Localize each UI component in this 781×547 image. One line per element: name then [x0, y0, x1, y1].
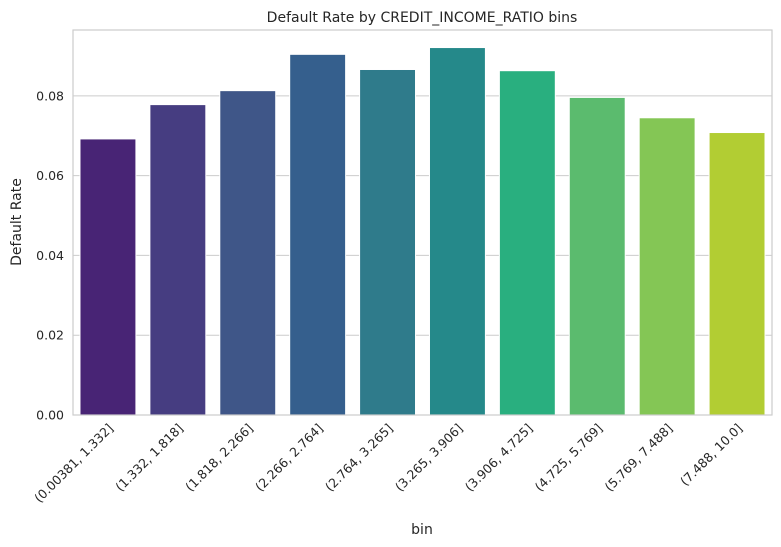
x-tick-label: (5.769, 7.488]	[602, 421, 676, 495]
bar	[149, 104, 207, 416]
bar	[638, 117, 696, 416]
x-tick-label: (3.906, 4.725]	[462, 421, 536, 495]
y-axis-label: Default Rate	[9, 178, 25, 266]
x-tick-label: (1.818, 2.266]	[182, 421, 256, 495]
x-tick-label: (2.764, 3.265]	[322, 421, 396, 495]
x-tick-label: (4.725, 5.769]	[532, 421, 606, 495]
x-tick-label: (3.265, 3.906]	[392, 421, 466, 495]
y-tick-label: 0.06	[36, 168, 64, 183]
y-tick-label: 0.00	[36, 408, 64, 423]
bar	[428, 47, 486, 416]
x-axis-label: bin	[411, 522, 433, 538]
y-tick-labels: 0.00 0.02 0.04 0.06 0.08	[36, 88, 64, 422]
bar	[498, 70, 556, 416]
bar	[568, 96, 626, 416]
y-tick-label: 0.08	[36, 88, 64, 103]
x-tick-label: (7.488, 10.0]	[677, 421, 745, 489]
y-tick-label: 0.02	[36, 328, 64, 343]
bar	[708, 132, 766, 416]
y-tick-label: 0.04	[36, 248, 64, 263]
bar	[289, 53, 347, 416]
x-tick-label: (1.332, 1.818]	[112, 421, 186, 495]
bar	[359, 68, 417, 416]
bar	[79, 138, 137, 416]
bars	[79, 47, 766, 416]
bar	[219, 90, 277, 416]
x-tick-label: (0.00381, 1.332]	[31, 421, 116, 506]
x-tick-label: (2.266, 2.764]	[252, 421, 326, 495]
chart-title: Default Rate by CREDIT_INCOME_RATIO bins	[267, 10, 578, 26]
x-tick-labels: (0.00381, 1.332](1.332, 1.818](1.818, 2.…	[31, 421, 745, 506]
plot-frame	[72, 29, 773, 416]
